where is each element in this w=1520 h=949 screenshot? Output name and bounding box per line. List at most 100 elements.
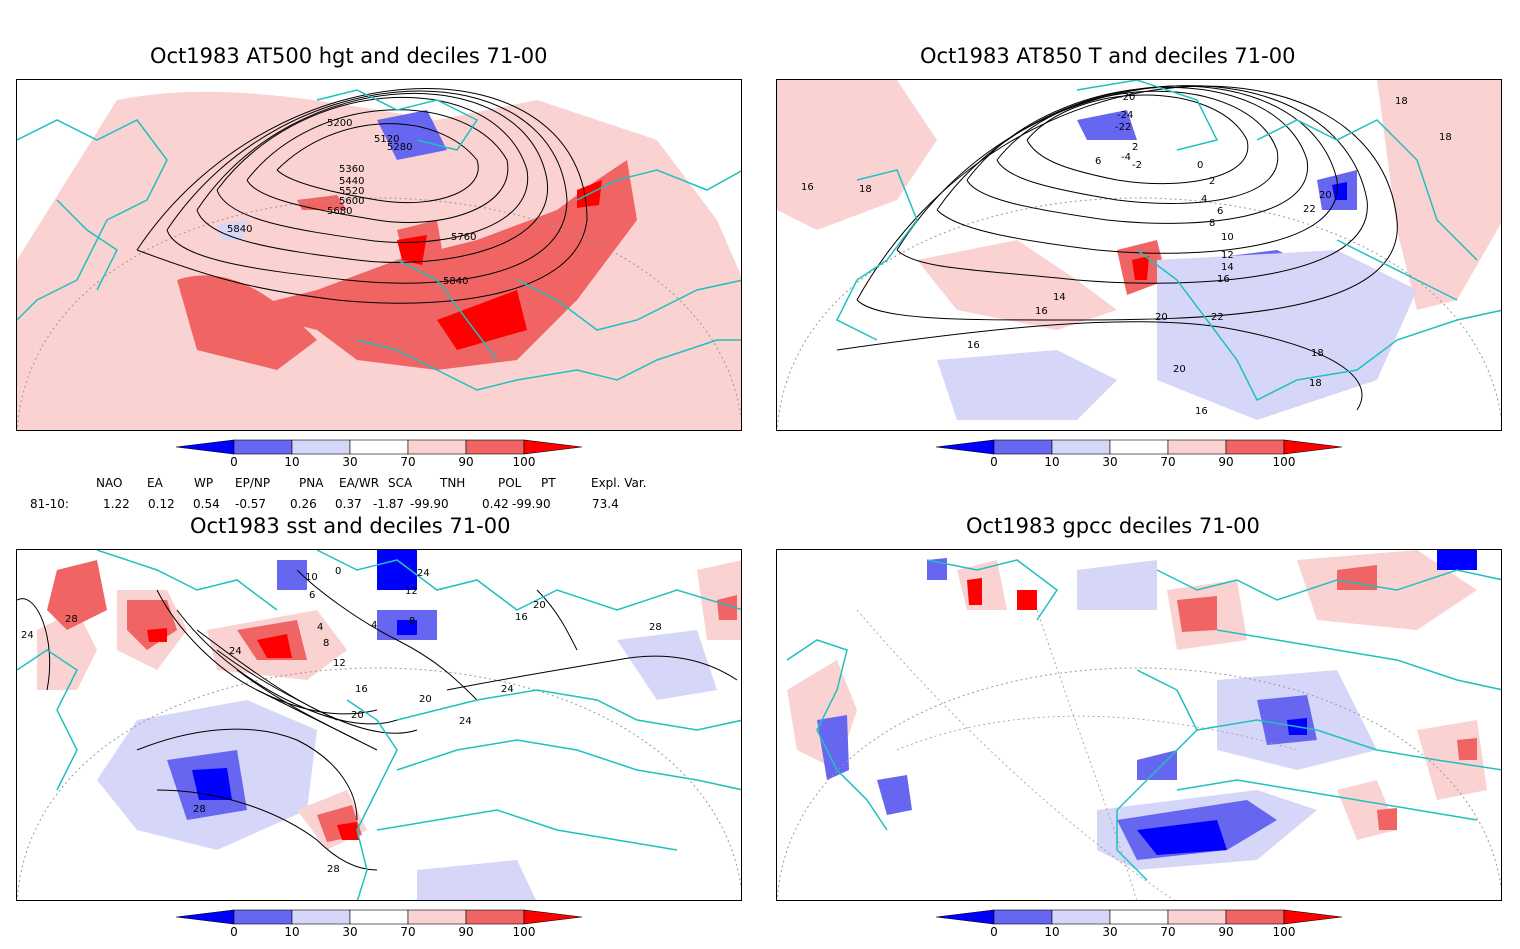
- colorbar-tick: 70: [1160, 455, 1176, 469]
- colorbar-tick: 10: [1044, 925, 1060, 939]
- map-panel-t850: -20 -24 -22 6 2 -4 -2 0 2 4 6 8 10 12 14…: [776, 79, 1502, 431]
- contour-label: 20: [1319, 190, 1332, 201]
- contour-label: 18: [1439, 132, 1452, 143]
- panel-title-sst: Oct1983 sst and deciles 71-00: [190, 514, 511, 538]
- contour-label: 28: [193, 804, 206, 815]
- map-panel-sst: 10 0 6 12 4 8 12 16 20 24 24 28 24 28 28…: [16, 549, 742, 901]
- contour-label: 22: [1303, 204, 1316, 215]
- colorbar-tick: 90: [1218, 925, 1234, 939]
- map-panel-gpcc: [776, 549, 1502, 901]
- colorbar-sst: 0 10 30 70 90 100: [176, 909, 596, 949]
- contour-label: 20: [419, 694, 432, 705]
- colorbar-t850: 0 10 30 70 90 100: [936, 439, 1356, 479]
- index-header: NAO: [96, 476, 123, 490]
- panel-title-hgt500: Oct1983 AT500 hgt and deciles 71-00: [150, 44, 548, 68]
- map-panel-hgt500: 5120 5200 5280 5360 5440 5520 5600 5680 …: [16, 79, 742, 431]
- contour-label: 5360: [339, 164, 364, 175]
- index-value: 73.4: [592, 497, 619, 511]
- contour-label: 16: [967, 340, 980, 351]
- colorbar-tick: 70: [1160, 925, 1176, 939]
- colorbar-tick: 30: [1102, 925, 1118, 939]
- contour-label: 0: [335, 566, 341, 577]
- contour-label: 12: [333, 658, 346, 669]
- contour-label: 16: [801, 182, 814, 193]
- contour-label: 16: [1217, 274, 1230, 285]
- contour-label: 5200: [327, 118, 352, 129]
- index-value: -0.57: [235, 497, 267, 511]
- contour-label: 18: [1309, 378, 1322, 389]
- contour-label: 2: [1209, 176, 1215, 187]
- colorbar-gpcc: 0 10 30 70 90 100: [936, 909, 1356, 949]
- colorbar-tick: 10: [284, 455, 300, 469]
- contour-label: 18: [1395, 96, 1408, 107]
- contour-label: 6: [1095, 156, 1101, 167]
- contour-label: 4: [317, 622, 323, 633]
- colorbar-tick: 10: [284, 925, 300, 939]
- index-value: 0.54: [193, 497, 220, 511]
- map-t850-svg: -20 -24 -22 6 2 -4 -2 0 2 4 6 8 10 12 14…: [777, 80, 1501, 430]
- colorbar-tick: 100: [1272, 925, 1296, 939]
- contour-label: 5680: [327, 206, 352, 217]
- contour-label: 5840: [443, 276, 468, 287]
- contour-label: 20: [1155, 312, 1168, 323]
- index-value: -1.87: [373, 497, 405, 511]
- contour-label: -20: [1119, 92, 1135, 103]
- contour-label: 16: [355, 684, 368, 695]
- contour-label: -4: [1121, 152, 1131, 163]
- panel-title-t850: Oct1983 AT850 T and deciles 71-00: [920, 44, 1296, 68]
- index-header: Expl. Var.: [591, 476, 647, 490]
- index-value: 0.26: [290, 497, 317, 511]
- contour-label: 24: [501, 684, 514, 695]
- contour-label: -2: [1132, 160, 1142, 171]
- contour-label: 5440: [339, 176, 364, 187]
- colorbar-tick: 0: [230, 925, 238, 939]
- contour-label: 18: [1311, 348, 1324, 359]
- colorbar-tick: 10: [1044, 455, 1060, 469]
- contour-label: 22: [1211, 312, 1224, 323]
- contour-label: -22: [1115, 122, 1131, 133]
- contour-label: 24: [229, 646, 242, 657]
- contour-label: 12: [405, 586, 418, 597]
- contour-label: 5760: [451, 232, 476, 243]
- colorbar-tick: 0: [990, 455, 998, 469]
- colorbar-tick: 30: [342, 455, 358, 469]
- index-value: -99.90: [512, 497, 551, 511]
- contour-label: 4: [1201, 194, 1207, 205]
- contour-label: 20: [1173, 364, 1186, 375]
- colorbar-tick: 90: [458, 455, 474, 469]
- contour-label: 16: [1195, 406, 1208, 417]
- index-header: POL: [498, 476, 522, 490]
- colorbar-tick: 70: [400, 925, 416, 939]
- contour-label: 5120: [374, 134, 399, 145]
- index-value: 0.37: [335, 497, 362, 511]
- contour-label: 6: [1217, 206, 1223, 217]
- contour-label: 20: [533, 600, 546, 611]
- colorbar-tick: 30: [1102, 455, 1118, 469]
- colorbar-tick: 0: [230, 455, 238, 469]
- map-hgt500-svg: 5120 5200 5280 5360 5440 5520 5600 5680 …: [17, 88, 741, 430]
- colorbar-tick: 70: [400, 455, 416, 469]
- index-header: WP: [194, 476, 214, 490]
- index-value: 0.12: [148, 497, 175, 511]
- contour-label: 28: [327, 864, 340, 875]
- contour-label: 28: [649, 622, 662, 633]
- contour-label: 5280: [387, 142, 412, 153]
- colorbar-tick: 100: [1272, 455, 1296, 469]
- colorbar-tick: 90: [1218, 455, 1234, 469]
- index-header: PT: [541, 476, 556, 490]
- index-header: PNA: [299, 476, 324, 490]
- index-header: TNH: [440, 476, 466, 490]
- contour-label: 5600: [339, 196, 364, 207]
- teleconnection-indices: NAO EA WP EP/NP PNA EA/WR SCA TNH POL PT…: [0, 472, 720, 516]
- index-header: EA: [147, 476, 163, 490]
- map-gpcc-svg: [777, 550, 1501, 900]
- contour-label: 18: [859, 184, 872, 195]
- colorbar-tick: 90: [458, 925, 474, 939]
- contour-label: 4: [371, 620, 377, 631]
- contour-label: 8: [323, 638, 329, 649]
- index-value: 1.22: [103, 497, 130, 511]
- contour-label: 28: [65, 614, 78, 625]
- contour-label: -24: [1117, 110, 1133, 121]
- index-value: -99.90: [410, 497, 449, 511]
- contour-label: 12: [1221, 250, 1234, 261]
